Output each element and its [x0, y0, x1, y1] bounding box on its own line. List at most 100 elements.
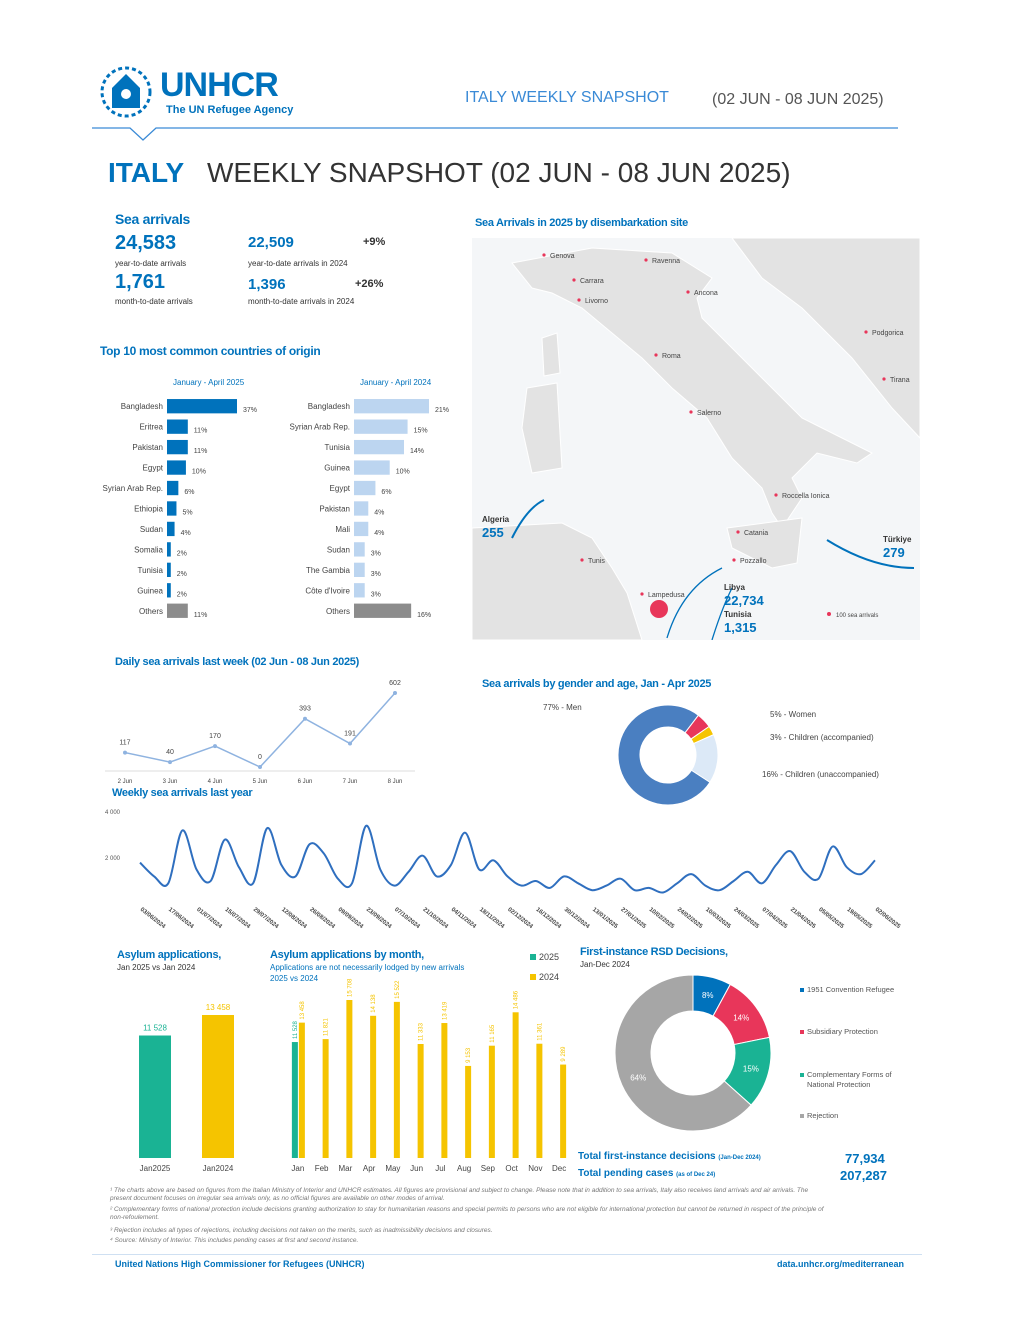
title-rest: WEEKLY SNAPSHOT (02 JUN - 08 JUN 2025)	[207, 157, 791, 188]
value-label: 170	[209, 733, 221, 740]
legend-bullet	[800, 1073, 804, 1077]
bar	[167, 542, 171, 557]
value-label: 2%	[177, 591, 187, 598]
logo-tagline: The UN Refugee Agency	[166, 104, 294, 116]
site-label: Tunis	[588, 558, 605, 565]
kpi-label: month-to-date arrivals	[115, 297, 193, 306]
value-label: 13 458	[206, 1003, 231, 1012]
site-label: Livorno	[585, 298, 608, 305]
flow-value: 1,315	[724, 620, 757, 635]
site-label: Lampedusa	[648, 592, 685, 599]
value-label: 11%	[194, 448, 208, 455]
x-tick-label: 5 Jun	[253, 779, 268, 785]
kpi-label: month-to-date arrivals in 2024	[248, 297, 355, 306]
flow-value: 279	[883, 545, 905, 560]
point	[303, 716, 307, 721]
site-dot	[864, 330, 868, 334]
x-tick-label: 29/07/2024	[252, 907, 280, 931]
bar-label: Somalia	[134, 545, 163, 554]
site-dot	[882, 377, 886, 381]
site-dot	[640, 592, 644, 596]
value-label: 13 419	[442, 1001, 448, 1020]
x-tick-label: 21/10/2024	[421, 907, 449, 931]
kpi-change: +26%	[355, 278, 384, 290]
bar-label: Others	[326, 607, 350, 616]
bar	[354, 542, 365, 557]
x-tick-label: 09/09/2024	[337, 907, 365, 931]
value-label: 117	[119, 740, 130, 747]
value-label: 15 522	[395, 980, 401, 999]
x-tick-label: 23/09/2024	[365, 907, 393, 931]
total-label-text: Total pending cases	[578, 1168, 674, 1179]
bar	[354, 603, 412, 618]
bar	[167, 480, 179, 496]
origin-heading: Top 10 most common countries of origin	[100, 344, 321, 358]
bar	[354, 583, 365, 598]
x-tick-label: 04/11/2024	[450, 907, 478, 930]
x-tick-label: 07/10/2024	[393, 907, 421, 931]
value-label: 4%	[374, 509, 384, 516]
flow-origin: Algeria	[482, 515, 510, 524]
chart-3: Sea arrivals by gender and age, Jan - Ap…	[482, 678, 879, 806]
x-tick-label: 30/12/2024	[563, 907, 591, 931]
value-label: 40	[166, 749, 174, 756]
x-tick-label: 07/04/2025	[761, 907, 789, 931]
x-tick-label: 02/12/2024	[506, 907, 534, 931]
x-tick-label: 26/08/2024	[308, 907, 336, 931]
chart-subtitle: January - April 2024	[360, 378, 432, 387]
value-label: 2%	[177, 571, 187, 578]
bar-label: Syrian Arab Rep.	[290, 423, 350, 432]
value-label: 11 361	[537, 1022, 543, 1041]
chart-note: 2025 vs 2024	[270, 974, 319, 983]
value-label: 37%	[243, 407, 257, 414]
chart-title: Asylum applications by month,	[270, 949, 424, 961]
kpi-change: +9%	[363, 236, 386, 248]
x-tick-label: Jan	[291, 1164, 304, 1173]
x-tick-label: 2 Jun	[118, 779, 133, 785]
legend-bullet	[800, 988, 804, 992]
site-label: Ravenna	[652, 258, 680, 265]
x-tick-label: 10/02/2025	[648, 907, 676, 931]
chart-subtitle: Applications are not necessarily lodged …	[270, 963, 464, 972]
value-label: 11 528	[143, 1024, 167, 1033]
total-label: Total first-instance decisions (Jan-Dec …	[578, 1151, 761, 1162]
kpi-value: 24,583	[115, 232, 177, 254]
bar	[465, 1065, 472, 1158]
bar-label: Sudan	[327, 545, 350, 554]
kpi-heading: Sea arrivals	[115, 211, 191, 227]
title-country: ITALY	[108, 157, 185, 188]
bar	[393, 1001, 400, 1158]
value-label: 5%	[182, 509, 192, 516]
site-dot	[689, 410, 693, 414]
footnote: ² Complementary forms of national protec…	[110, 1206, 824, 1221]
value-label: 11 821	[324, 1018, 330, 1037]
logo-text: UNHCR	[160, 66, 279, 104]
x-tick-label: 18/11/2024	[478, 907, 506, 930]
donut-segment	[614, 974, 752, 1132]
flow-origin: Libya	[724, 583, 745, 592]
point	[213, 744, 217, 749]
chart-0: January - April 2025 Bangladesh 37% Eritrea…	[103, 378, 258, 619]
bar	[322, 1039, 329, 1158]
point	[348, 741, 352, 746]
bar	[139, 1035, 171, 1158]
x-tick-label: 24/02/2025	[676, 907, 704, 931]
bar-label: Ethiopia	[134, 504, 163, 513]
x-tick-label: May	[385, 1164, 400, 1173]
chart-5: Asylum applications, Jan 2025 vs Jan 2024…	[117, 949, 234, 1173]
bar	[291, 1042, 298, 1158]
legend-label: 1951 Convention Refugee	[807, 985, 895, 994]
site-dot	[577, 298, 581, 302]
legend-label: Complementary Forms of National Protecti…	[807, 1070, 892, 1089]
x-tick-label: Apr	[363, 1164, 376, 1173]
bar	[167, 399, 237, 414]
chart-6: Asylum applications by month, Application…	[270, 949, 567, 1173]
total-value: 77,934	[845, 1151, 885, 1166]
bar	[167, 460, 186, 475]
x-tick-label: Nov	[528, 1164, 542, 1173]
value-label: 10%	[396, 469, 410, 476]
map: Genova Carrara Livorno Ravenna Ancona Roma Sal…	[472, 238, 920, 640]
x-tick-label: 6 Jun	[298, 779, 313, 785]
chart-4: Weekly sea arrivals last year 2 000 4 000 0…	[105, 787, 902, 931]
